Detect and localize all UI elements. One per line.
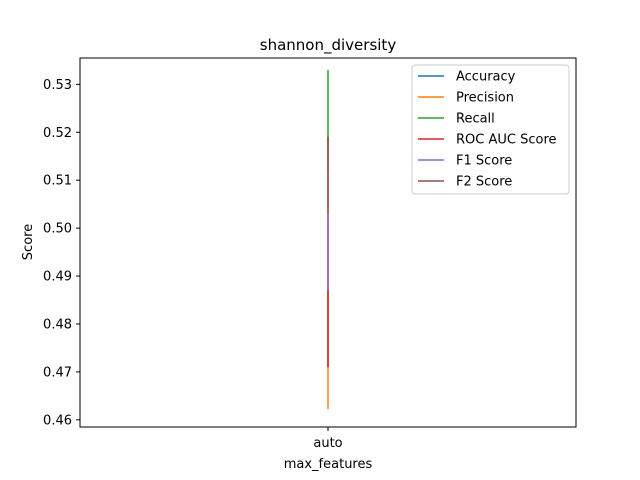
chart-title: shannon_diversity <box>260 36 397 55</box>
legend-entry: F1 Score <box>456 154 512 169</box>
x-axis: auto <box>313 427 343 451</box>
legend-box <box>411 64 570 195</box>
y-tick-label: 0.49 <box>43 270 72 285</box>
x-axis-label: max_features <box>284 457 373 472</box>
y-tick-label: 0.46 <box>43 413 72 428</box>
legend-entry: Precision <box>456 91 514 106</box>
y-tick-label: 0.48 <box>43 317 72 332</box>
legend-entry: F2 Score <box>456 175 512 190</box>
legend-entry: Recall <box>456 112 495 127</box>
y-axis-label: Score <box>21 224 36 260</box>
legend-entry: Accuracy <box>456 70 516 85</box>
y-tick-label: 0.51 <box>43 174 72 189</box>
y-tick-label: 0.53 <box>43 78 72 93</box>
legend: Accuracy Precision Recall ROC AUC Score F1 S… <box>411 64 570 195</box>
y-tick-label: 0.52 <box>43 126 72 141</box>
legend-entry: ROC AUC Score <box>456 133 557 148</box>
x-tick-label: auto <box>313 436 342 451</box>
y-axis: 0.46 0.47 0.48 0.49 0.50 0.51 0.52 0.53 <box>43 78 80 428</box>
y-tick-label: 0.47 <box>43 365 72 380</box>
y-tick-label: 0.50 <box>43 222 72 237</box>
